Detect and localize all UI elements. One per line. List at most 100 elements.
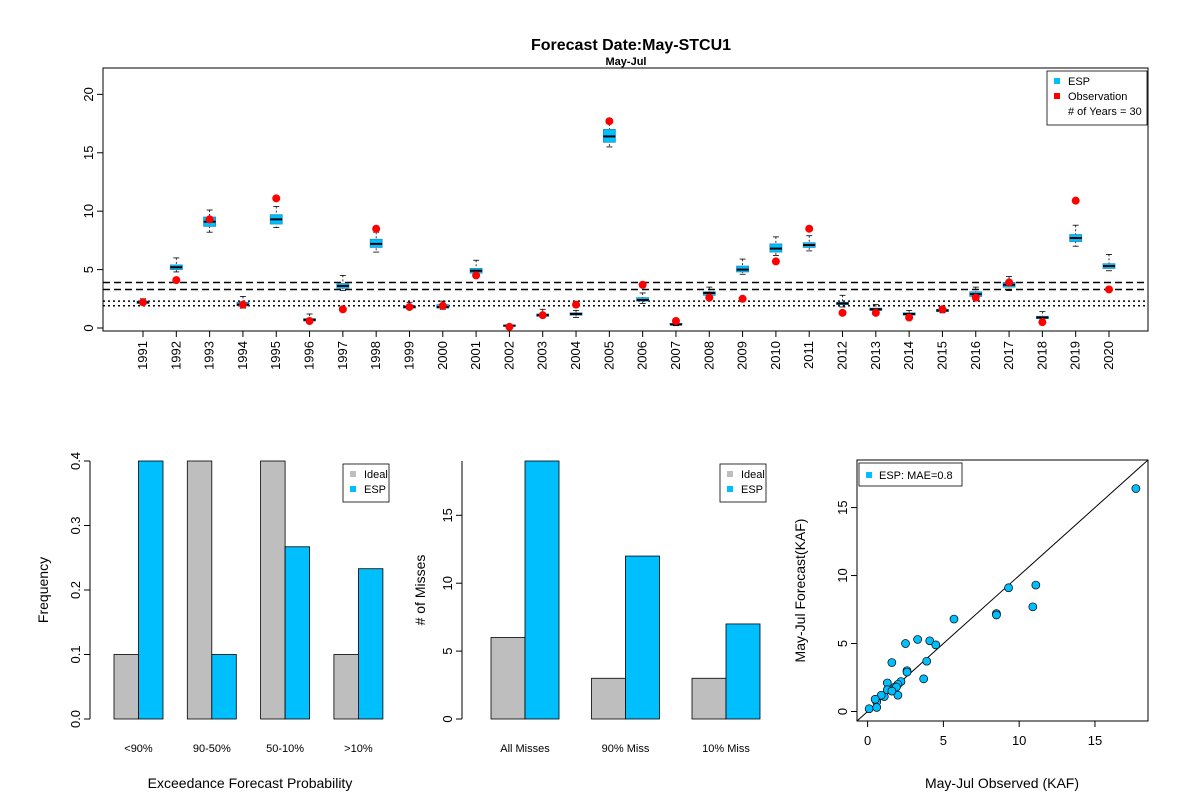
y-axis-label: May-Jul Forecast(KAF): [792, 519, 808, 663]
scatter-point: [925, 636, 935, 646]
y-axis-label: Frequency: [35, 557, 51, 623]
scatter-point: [887, 686, 897, 696]
observation-point: [505, 322, 514, 331]
y-tick-label: 15: [440, 508, 455, 522]
legend-label: Ideal: [364, 469, 388, 481]
esp-bar: [625, 555, 660, 720]
x-tick-label: 2005: [601, 341, 616, 370]
x-tick-label: 2002: [501, 341, 516, 370]
y-tick-label: 0: [835, 708, 850, 715]
scatter-point: [1131, 484, 1141, 493]
observation-point: [405, 302, 414, 311]
ideal-bar: [691, 677, 727, 720]
chart-title: Forecast Date:May-STCU1: [531, 37, 731, 54]
observation-point: [305, 316, 314, 325]
legend-esp-label: ESP: [1068, 76, 1090, 88]
category-label: 50-10%: [266, 743, 304, 755]
plot-frame: [102, 67, 1149, 332]
x-axis-label: May-Jul Observed (KAF): [925, 775, 1079, 791]
observation-point: [139, 298, 147, 307]
y-tick-label: 0.4: [68, 452, 83, 470]
observation-point: [638, 280, 647, 289]
legend-label: ESP: MAE=0.8: [879, 470, 953, 482]
esp-bar: [725, 623, 761, 720]
y-tick-label: 0: [440, 715, 455, 722]
observation-point: [338, 305, 347, 314]
misses-panel: 0 5 10 15 All Misses 90% Miss 10% Miss # of Mis…: [412, 460, 767, 755]
x-axis-label: Exceedance Forecast Probability: [148, 775, 353, 791]
ideal-bar: [333, 654, 359, 720]
scatter-point: [922, 656, 932, 666]
observation-point: [438, 301, 447, 310]
x-tick-label: 2012: [835, 341, 850, 370]
y-tick-label: 0.0: [68, 710, 83, 728]
exceedance-panel: 0.0 0.1 0.2 0.3 0.4 <90% 90-50% 50-10% >10% Frequ…: [35, 452, 390, 791]
x-tick-label: 2009: [735, 341, 750, 370]
observation-point: [172, 276, 181, 285]
y-tick-label: 10: [81, 204, 96, 218]
legend-label: ESP: [741, 484, 763, 496]
one-to-one-line: [856, 459, 1149, 722]
x-tick-label: 1998: [368, 341, 383, 370]
y-tick-label: 0.2: [68, 581, 83, 599]
observation-point: [671, 316, 680, 325]
y-axis-label: # of Misses: [412, 555, 428, 626]
y-tick-label: 15: [81, 146, 96, 160]
scatter-point: [949, 614, 959, 624]
legend-label: Ideal: [741, 469, 765, 481]
scatter-point: [902, 667, 912, 677]
esp-bar: [284, 546, 311, 720]
scatter-point: [1028, 602, 1038, 612]
x-tick-label: 1995: [268, 341, 283, 370]
legend-years-label: # of Years = 30: [1068, 106, 1142, 118]
timeseries-panel: 0 5 10 15 20 1991 1992 1993 1994 1995 1996 1997 1998…: [81, 67, 1149, 370]
x-tick-label: 2019: [1068, 341, 1083, 370]
chart-subtitle: May-Jul: [606, 56, 647, 68]
x-tick-label: 2006: [635, 341, 650, 370]
y-tick-label: 0: [81, 324, 96, 331]
scatter-point: [901, 639, 910, 648]
observation-point: [805, 224, 814, 233]
x-tick-label: 1992: [168, 341, 183, 370]
x-tick-label: 1999: [401, 341, 416, 370]
ideal-bar: [186, 460, 213, 720]
scatter-point: [913, 635, 922, 644]
category-label: 90% Miss: [602, 743, 650, 755]
ideal-bar: [591, 677, 626, 720]
scatter-point: [887, 658, 897, 667]
scatter-point: [931, 640, 941, 650]
observation-point: [372, 224, 381, 233]
observation-point: [572, 300, 581, 309]
y-tick-label: 10: [440, 576, 455, 590]
x-tick-label: 2001: [468, 341, 483, 370]
y-tick-label: 10: [835, 568, 850, 582]
x-tick-label: 5: [940, 733, 947, 748]
observation-point: [838, 308, 847, 317]
legend-box: [858, 462, 963, 487]
x-tick-label: 2017: [1001, 341, 1016, 370]
scatter-point: [992, 610, 1001, 620]
x-tick-label: 2008: [701, 341, 716, 370]
category-label: 90-50%: [193, 743, 231, 755]
observation-point: [205, 215, 214, 224]
x-tick-label: 10: [1012, 733, 1026, 748]
observation-point: [771, 257, 780, 266]
legend-swatch: [866, 472, 872, 478]
x-tick-label: 2018: [1034, 341, 1049, 370]
y-tick-label: 0.1: [68, 645, 83, 663]
observation-point: [1038, 318, 1047, 327]
observation-point: [738, 294, 747, 303]
legend-label: ESP: [364, 484, 386, 496]
x-tick-label: 2000: [435, 341, 450, 370]
x-tick-label: 2007: [668, 341, 683, 370]
observation-point: [272, 194, 281, 203]
legend-swatch: [727, 486, 733, 492]
legend-swatch: [350, 486, 356, 492]
x-tick-label: 2010: [768, 341, 783, 370]
scatter-point: [1004, 583, 1013, 593]
ideal-bar: [490, 637, 526, 720]
legend-swatch: [350, 471, 356, 477]
scatter-point: [876, 690, 886, 700]
y-tick-label: 20: [81, 87, 96, 101]
y-tick-label: 5: [81, 266, 96, 273]
